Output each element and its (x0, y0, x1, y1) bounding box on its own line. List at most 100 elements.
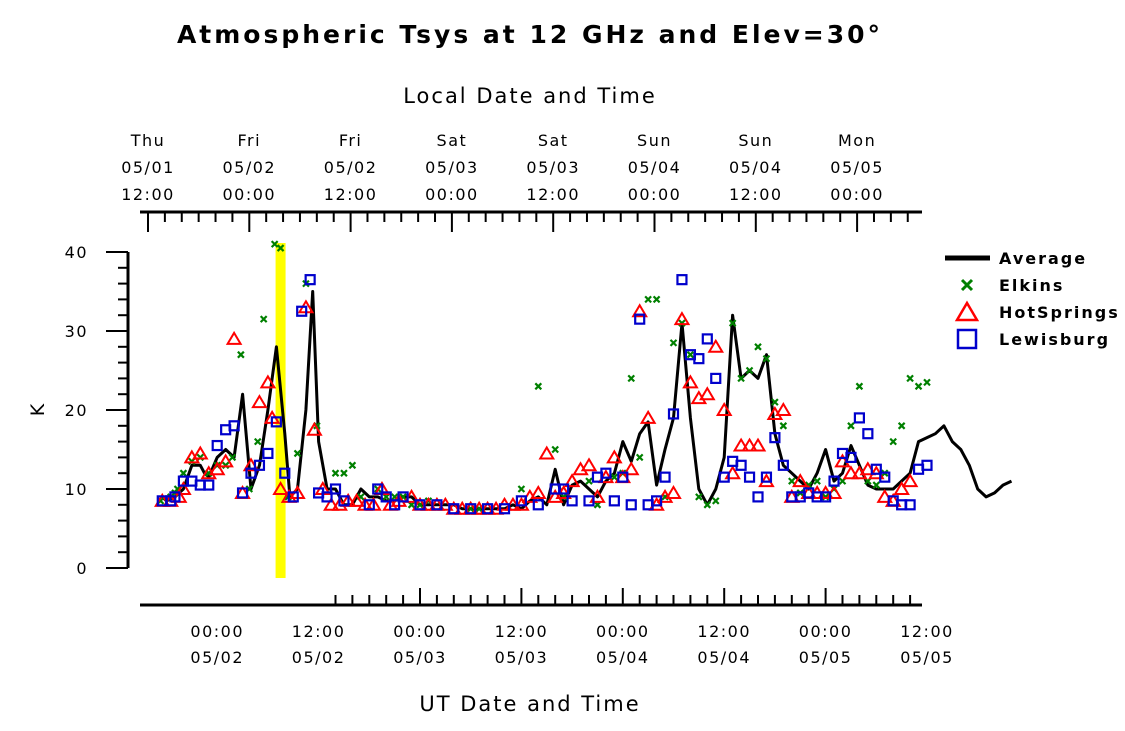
lewisburg-point (845, 451, 857, 463)
x-tick-time: 00:00 (190, 622, 244, 641)
hotsprings-point (749, 437, 767, 452)
lewisburg-point (904, 499, 916, 511)
hotsprings-point (622, 461, 640, 476)
lewisburg-point (760, 471, 773, 483)
chart-marks (154, 240, 1013, 578)
elkins-point (779, 422, 788, 430)
lewisburg-point (287, 491, 299, 503)
elkins-point (703, 501, 712, 509)
elkins-point (293, 449, 302, 458)
hotsprings-point (606, 449, 623, 464)
hotsprings-point (580, 457, 598, 472)
hotsprings-point (175, 481, 192, 495)
top-tick-day: Fri (238, 131, 262, 150)
hotsprings-point (323, 496, 340, 511)
x-tick-date: 05/05 (900, 648, 954, 667)
lewisburg-point (431, 499, 443, 511)
lewisburg-point (600, 467, 612, 479)
lewisburg-point (650, 495, 663, 507)
top-tick-date: 05/02 (324, 158, 378, 177)
top-tick-time: 12:00 (121, 185, 175, 204)
hotsprings-point (893, 481, 910, 495)
hotsprings-point (842, 465, 860, 480)
x-tick-date: 05/04 (596, 648, 650, 667)
x-tick-time: 12:00 (495, 622, 549, 641)
lewisburg-point (617, 471, 629, 483)
lewisburg-point (321, 491, 333, 503)
lewisburg-point (414, 499, 426, 511)
top-tick-date: 05/04 (628, 158, 682, 177)
x-tick-date: 05/05 (799, 648, 853, 667)
elkins-point (897, 422, 906, 430)
elkins-legend-label: Elkins (999, 276, 1064, 295)
lewisburg-point (498, 503, 511, 515)
lewisburg-point (228, 420, 240, 432)
elkins-point (847, 422, 855, 430)
hotsprings-point (259, 374, 277, 389)
elkins-point (788, 477, 796, 485)
hotsprings-point (732, 437, 750, 452)
lewisburg-point (448, 503, 460, 515)
lewisburg-point (558, 483, 570, 495)
top-tick-date: 05/05 (830, 158, 884, 177)
elkins-point (711, 497, 720, 505)
y-tick-label: 20 (65, 401, 88, 420)
hotsprings-point (665, 484, 682, 499)
elkins-point (889, 437, 897, 446)
lewisburg-point (710, 372, 722, 384)
y-tick-label: 40 (65, 243, 88, 262)
lewisburg-point (566, 495, 578, 507)
hotsprings-point (192, 445, 209, 460)
hotsprings-point (251, 394, 268, 409)
hotsprings-point (741, 437, 758, 452)
x-tick-time: 12:00 (697, 622, 751, 641)
highlight-band (275, 243, 286, 578)
elkins-point (585, 477, 593, 485)
hotsprings-point (639, 409, 657, 424)
hotsprings-point (208, 461, 226, 476)
elkins-point (737, 374, 745, 383)
x-tick-date: 05/02 (190, 648, 244, 667)
elkins-point (534, 382, 543, 391)
lewisburg-point (819, 491, 832, 503)
lewisburg-point (870, 463, 882, 475)
lewisburg-point (735, 459, 747, 471)
top-tick-time: 00:00 (628, 185, 682, 204)
top-tick-time: 00:00 (425, 185, 479, 204)
x-tick-date: 05/03 (495, 648, 549, 667)
x-tick-date: 05/04 (697, 648, 751, 667)
elkins-point (686, 350, 695, 359)
lewisburg-point (777, 459, 789, 471)
y-tick-label: 10 (65, 480, 88, 499)
elkins-point (914, 382, 923, 391)
hotsprings-point (530, 484, 547, 499)
hotsprings-point (631, 303, 648, 318)
top-tick-time: 12:00 (324, 185, 378, 204)
top-tick-day: Sat (437, 131, 468, 150)
elkins-point (551, 445, 559, 454)
lewisburg-point (608, 495, 620, 507)
top-tick-time: 00:00 (222, 185, 276, 204)
lewisburg-point (296, 305, 308, 317)
top-tick-day: Sun (637, 131, 672, 150)
elkins-point (196, 453, 205, 462)
hotsprings-point (272, 481, 289, 495)
hotsprings-legend-swatch (954, 300, 980, 322)
lewisburg-point (659, 471, 671, 483)
lewisburg-point (270, 416, 282, 428)
elkins-point (644, 295, 652, 304)
top-tick-day: Sat (538, 131, 569, 150)
hotsprings-point (699, 386, 716, 401)
top-tick-day: Fri (339, 131, 363, 150)
lewisburg-point (828, 475, 840, 487)
x-axis-label: UT Date and Time (419, 692, 640, 716)
lewisburg-point (245, 467, 257, 479)
elkins-point (276, 244, 285, 252)
lewisburg-point (532, 499, 544, 511)
hotsprings-point (673, 311, 691, 326)
hotsprings-point (715, 402, 733, 416)
elkins-point (331, 469, 340, 477)
x-tick-date: 05/03 (393, 648, 447, 667)
top-tick-time: 12:00 (729, 185, 783, 204)
